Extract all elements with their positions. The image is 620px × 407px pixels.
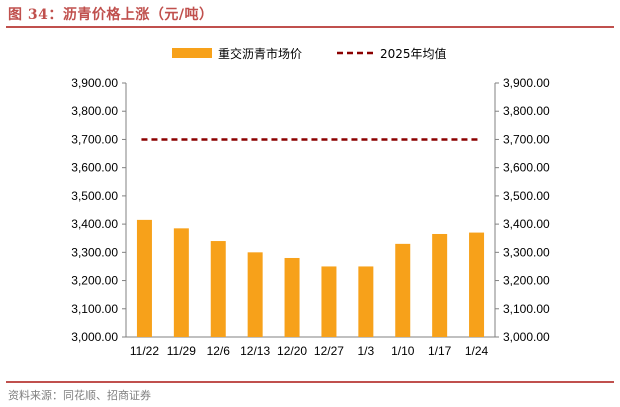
x-tick-label: 1/17 — [428, 344, 452, 358]
x-tick-labels: 11/22 11/29 12/6 12/13 12/20 12/27 1/3 1/10 1/17… — [130, 344, 489, 358]
chart-area: 重交沥青市场价 2025年均值 11/22 11/29 12/6 12/13 12/20… — [71, 46, 550, 358]
source-rule — [6, 381, 614, 383]
legend-label-bar: 重交沥青市场价 — [218, 46, 302, 61]
y-tick-label-right: 3,800.00 — [503, 104, 550, 118]
x-tick-label: 1/24 — [465, 344, 489, 358]
x-tick-label: 11/22 — [130, 344, 159, 358]
source-note: 资料来源：同花顺、招商证券 — [8, 389, 151, 402]
y-tick-label-right: 3,100.00 — [503, 302, 550, 316]
bar-11-29 — [173, 228, 189, 337]
x-tick-label: 12/6 — [207, 344, 231, 358]
y-tick-labels-left: 3,000.00 3,100.00 3,200.00 3,300.00 3,400.00… — [71, 76, 118, 344]
figure-title: 图 34：沥青价格上涨（元/吨） — [8, 7, 214, 23]
x-tick-label: 12/13 — [240, 344, 270, 358]
chart-legend: 重交沥青市场价 2025年均值 — [172, 46, 447, 61]
y-tick-label-left: 3,200.00 — [71, 274, 118, 288]
bar-12-20 — [284, 257, 300, 337]
bar-1-17 — [432, 233, 448, 337]
x-tick-label: 1/10 — [391, 344, 415, 358]
y-tick-label-left: 3,500.00 — [71, 189, 118, 203]
legend-swatch-bar — [172, 48, 212, 58]
bar-1-24 — [469, 232, 485, 337]
x-tick-label: 12/27 — [314, 344, 344, 358]
bar-1-3 — [358, 266, 374, 337]
x-tick-label: 12/20 — [277, 344, 307, 358]
x-tick-label: 1/3 — [358, 344, 375, 358]
y-tick-label-right: 3,400.00 — [503, 217, 550, 231]
y-tick-label-right: 3,700.00 — [503, 132, 550, 146]
title-rule — [6, 26, 614, 28]
y-tick-label-left: 3,000.00 — [71, 330, 118, 344]
y-tick-label-left: 3,800.00 — [71, 104, 118, 118]
y-tick-label-left: 3,900.00 — [71, 76, 118, 90]
y-tick-label-left: 3,400.00 — [71, 217, 118, 231]
bar-12-6 — [210, 241, 226, 337]
bar-1-10 — [395, 243, 411, 337]
bar-series — [136, 219, 485, 337]
x-tick-label: 11/29 — [167, 344, 196, 358]
y-tick-label-right: 3,600.00 — [503, 161, 550, 175]
y-tick-label-right: 3,200.00 — [503, 274, 550, 288]
y-tick-label-right: 3,000.00 — [503, 330, 550, 344]
legend-label-line: 2025年均值 — [380, 46, 447, 61]
bar-12-13 — [247, 252, 263, 337]
y-tick-label-left: 3,300.00 — [71, 245, 118, 259]
y-tick-labels-right: 3,000.00 3,100.00 3,200.00 3,300.00 3,400.00… — [503, 76, 550, 344]
y-tick-label-right: 3,900.00 — [503, 76, 550, 90]
y-tick-label-left: 3,700.00 — [71, 132, 118, 146]
bar-11-22 — [136, 219, 152, 337]
bar-12-27 — [321, 266, 337, 337]
y-tick-label-right: 3,500.00 — [503, 189, 550, 203]
y-tick-label-left: 3,600.00 — [71, 161, 118, 175]
y-tick-label-right: 3,300.00 — [503, 245, 550, 259]
y-tick-label-left: 3,100.00 — [71, 302, 118, 316]
